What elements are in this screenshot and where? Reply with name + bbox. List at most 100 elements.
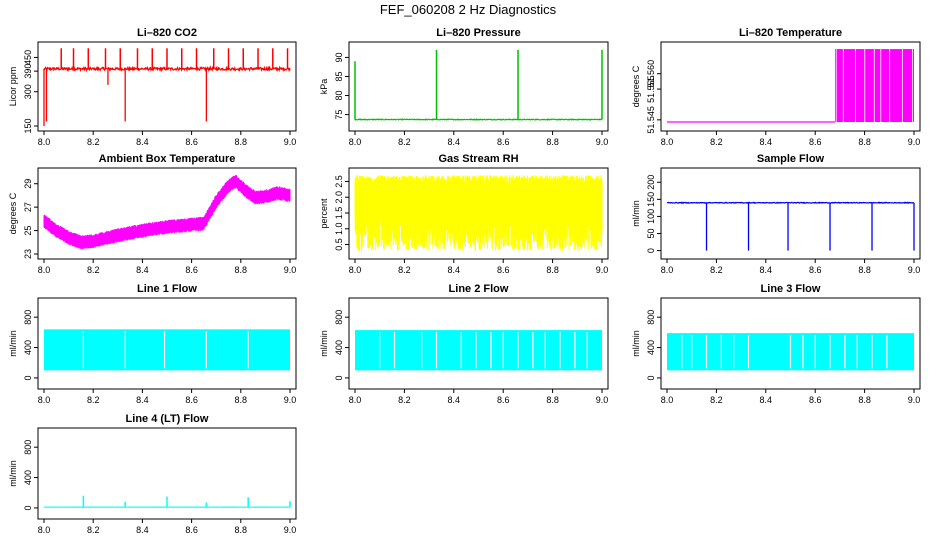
panel-line1: Line 1 Flow 8.0 8.2 8.4 8.6 8.8 9.0 0 400 800 ml/m… xyxy=(8,283,297,405)
y-tick-label: 800 xyxy=(334,310,344,325)
y-tick-label: 2.5 xyxy=(334,175,344,188)
x-tick-label: 8.8 xyxy=(858,395,871,405)
panel-line3: Line 3 Flow 8.0 8.2 8.4 8.6 8.8 9.0 0 400 800 ml/m… xyxy=(631,283,921,405)
x-tick-label: 8.6 xyxy=(497,137,510,147)
x-tick-label: 8.4 xyxy=(136,525,149,535)
x-tick-label: 8.2 xyxy=(87,265,100,275)
x-tick-label: 8.6 xyxy=(185,525,198,535)
x-tick-label: 8.0 xyxy=(38,137,51,147)
y-tick-label: 100 xyxy=(646,209,656,224)
y-tick-label: 0 xyxy=(646,375,656,380)
panel-temperature: Li–820 Temperature 8.0 8.2 8.4 8.6 8.8 9.0 51.5… xyxy=(631,27,921,147)
y-tick-label: 90 xyxy=(334,52,344,62)
x-tick-label: 8.8 xyxy=(235,137,248,147)
y-axis-label: Licor ppm xyxy=(8,67,18,107)
x-tick-label: 8.6 xyxy=(185,265,198,275)
y-tick-label: 300 xyxy=(23,84,33,99)
x-tick-label: 8.6 xyxy=(185,137,198,147)
x-tick-label: 8.8 xyxy=(235,395,248,405)
y-tick-label: 400 xyxy=(23,470,33,485)
flow-block xyxy=(44,329,290,371)
y-axis-label: percent xyxy=(319,198,329,229)
panel-rh: Gas Stream RH 8.0 8.2 8.4 8.6 8.8 9.0 0.5 1.0 1.5… xyxy=(319,153,609,275)
x-tick-label: 8.4 xyxy=(448,137,461,147)
panel-title: Sample Flow xyxy=(757,153,825,165)
x-tick-label: 8.8 xyxy=(546,395,559,405)
y-tick-label: 0 xyxy=(334,375,344,380)
x-tick-label: 8.6 xyxy=(497,395,510,405)
x-tick-label: 8.4 xyxy=(760,265,773,275)
x-tick-label: 8.8 xyxy=(235,265,248,275)
data-series xyxy=(44,329,290,371)
x-tick-label: 8.4 xyxy=(136,395,149,405)
x-tick-label: 9.0 xyxy=(908,265,921,275)
panel-pressure: Li–820 Pressure 8.0 8.2 8.4 8.6 8.8 9.0 75 80 85 9… xyxy=(319,27,609,147)
x-tick-label: 8.2 xyxy=(87,137,100,147)
y-tick-label: 51.560 xyxy=(646,60,656,88)
x-tick-label: 8.2 xyxy=(710,265,723,275)
y-axis-label: ml/min xyxy=(319,330,329,357)
y-tick-label: 400 xyxy=(646,340,656,355)
x-tick-label: 8.4 xyxy=(448,395,461,405)
x-tick-label: 8.8 xyxy=(546,137,559,147)
x-tick-label: 9.0 xyxy=(284,137,297,147)
series-oscillation xyxy=(354,175,603,251)
panel-title: Li–820 Temperature xyxy=(739,27,842,39)
x-tick-label: 8.6 xyxy=(809,395,822,405)
x-tick-label: 8.0 xyxy=(661,395,674,405)
x-tick-label: 8.8 xyxy=(858,265,871,275)
y-axis-label: degrees C xyxy=(8,192,18,234)
y-tick-label: 29 xyxy=(23,179,33,189)
y-tick-label: 400 xyxy=(334,340,344,355)
x-tick-label: 8.8 xyxy=(546,265,559,275)
panel-title: Gas Stream RH xyxy=(438,153,518,165)
data-series xyxy=(43,495,291,508)
panel-title: Ambient Box Temperature xyxy=(99,153,236,165)
x-tick-label: 8.0 xyxy=(349,395,362,405)
y-tick-label: 0 xyxy=(646,248,656,253)
y-tick-label: 150 xyxy=(23,118,33,133)
panel-line4: Line 4 (LT) Flow 8.0 8.2 8.4 8.6 8.8 9.0 0 400 80… xyxy=(8,413,297,535)
series-band xyxy=(43,174,291,250)
plot-frame xyxy=(660,167,921,260)
data-series xyxy=(43,48,291,126)
x-tick-label: 8.0 xyxy=(38,525,51,535)
plot-frame xyxy=(660,41,921,132)
panel-title: Li–820 Pressure xyxy=(436,27,520,39)
y-axis-label: ml/min xyxy=(631,330,641,357)
x-tick-label: 8.0 xyxy=(349,265,362,275)
x-tick-label: 8.8 xyxy=(858,137,871,147)
x-tick-label: 8.4 xyxy=(448,265,461,275)
plot-frame xyxy=(660,297,921,390)
y-tick-label: 23 xyxy=(23,249,33,259)
y-axis-label: ml/min xyxy=(8,330,18,357)
x-tick-label: 8.2 xyxy=(87,395,100,405)
y-axis-label: degrees C xyxy=(631,65,641,107)
x-tick-label: 8.6 xyxy=(809,265,822,275)
x-tick-label: 8.4 xyxy=(760,395,773,405)
y-tick-label: 450 xyxy=(23,50,33,65)
x-tick-label: 8.4 xyxy=(136,265,149,275)
data-series xyxy=(666,201,915,251)
x-tick-label: 8.0 xyxy=(38,395,51,405)
panel-sample: Sample Flow 8.0 8.2 8.4 8.6 8.8 9.0 0 50 100 150 20… xyxy=(631,153,921,275)
y-axis-label: kPa xyxy=(319,79,329,95)
y-tick-label: 1.5 xyxy=(334,207,344,220)
panel-title: Line 2 Flow xyxy=(449,283,509,295)
x-tick-label: 8.2 xyxy=(398,395,411,405)
y-tick-label: 0.5 xyxy=(334,238,344,251)
y-tick-label: 0 xyxy=(23,505,33,510)
x-tick-label: 8.6 xyxy=(809,137,822,147)
data-series xyxy=(667,49,914,123)
x-tick-label: 8.4 xyxy=(136,137,149,147)
panel-title: Line 1 Flow xyxy=(137,283,197,295)
y-tick-label: 800 xyxy=(646,310,656,325)
y-tick-label: 390 xyxy=(23,64,33,79)
x-tick-label: 8.0 xyxy=(349,137,362,147)
panel-title: Line 3 Flow xyxy=(761,283,821,295)
data-series xyxy=(354,175,603,251)
series-line xyxy=(354,118,603,121)
figure-title: FEF_060208 2 Hz Diagnostics xyxy=(380,2,557,17)
y-tick-label: 51.545 xyxy=(646,106,656,134)
